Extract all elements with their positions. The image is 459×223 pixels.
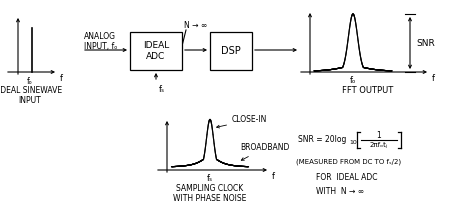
Text: FOR  IDEAL ADC: FOR IDEAL ADC (316, 173, 377, 182)
Text: f: f (60, 74, 63, 83)
Text: fₒ: fₒ (350, 76, 356, 85)
Text: DSP: DSP (221, 46, 241, 56)
Text: SAMPLING CLOCK
WITH PHASE NOISE: SAMPLING CLOCK WITH PHASE NOISE (174, 184, 246, 203)
Text: CLOSE-IN: CLOSE-IN (217, 116, 268, 128)
Text: 1: 1 (377, 132, 381, 140)
Text: BROADBAND: BROADBAND (240, 143, 289, 160)
Text: SNR: SNR (416, 39, 435, 47)
Bar (130, 32, 182, 70)
Text: IDEAL SINEWAVE
INPUT: IDEAL SINEWAVE INPUT (0, 86, 62, 105)
Text: (MEASURED FROM DC TO fₛ/2): (MEASURED FROM DC TO fₛ/2) (296, 159, 401, 165)
Text: ANALOG
INPUT, fₒ: ANALOG INPUT, fₒ (84, 32, 118, 51)
Text: f: f (432, 74, 435, 83)
Bar (210, 32, 252, 70)
Text: fₛ: fₛ (159, 85, 165, 94)
Text: 2πfₒtⱼ: 2πfₒtⱼ (370, 142, 388, 148)
Text: IDEAL
ADC: IDEAL ADC (143, 41, 169, 61)
Text: fₛ: fₛ (207, 174, 213, 183)
Text: f: f (272, 172, 275, 181)
Text: WITH  N → ∞: WITH N → ∞ (316, 186, 364, 196)
Text: fₒ: fₒ (27, 77, 33, 86)
Text: FFT OUTPUT: FFT OUTPUT (342, 86, 394, 95)
Text: SNR = 20log: SNR = 20log (298, 136, 347, 145)
Text: N → ∞: N → ∞ (184, 21, 207, 30)
Text: 10: 10 (349, 140, 357, 145)
